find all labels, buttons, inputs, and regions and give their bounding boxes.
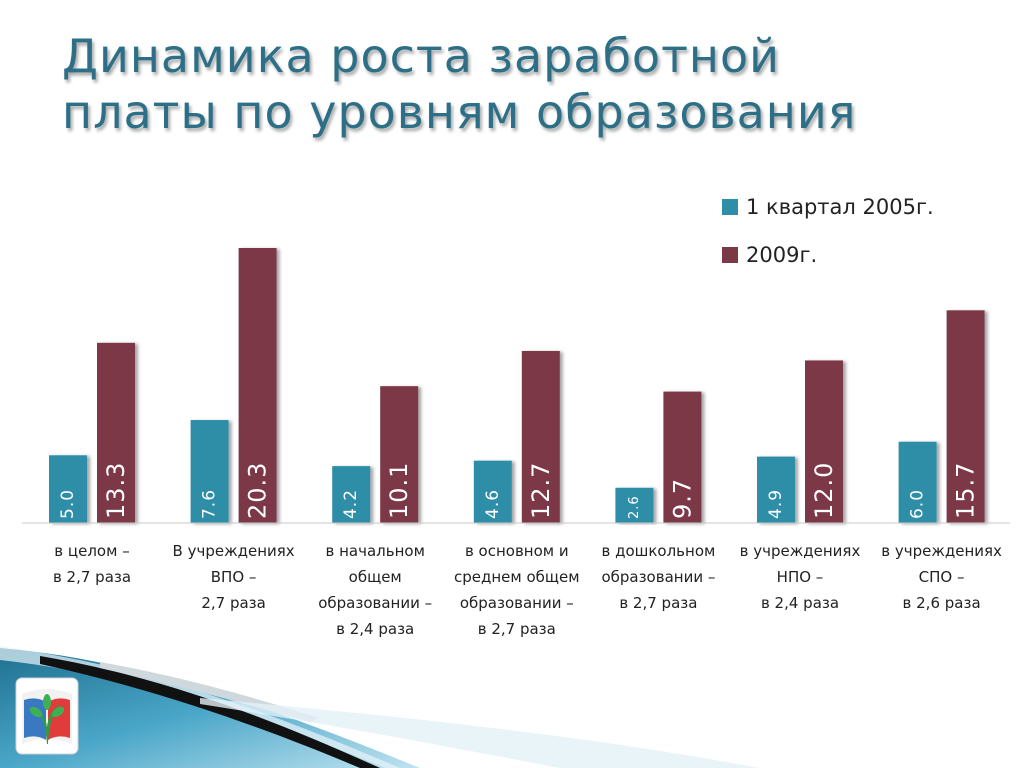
category-label-line: в целом – [54,542,129,560]
data-label-s1-c2: 7.6 [200,489,220,519]
data-label-s1-c4: 4.6 [483,489,503,519]
data-label-s2-c2: 20.3 [244,462,272,519]
data-label-s2-c5: 9.7 [668,478,696,519]
legend-item-series-1: 1 квартал 2005г. [722,183,934,231]
category-label-line: В учреждениях [173,542,295,560]
bar-s1-c6 [757,456,795,523]
category-label-line: в основном и [465,542,569,560]
legend-item-series-2: 2009г. [722,231,934,279]
category-label-4: в основном и среднем общем образовании – в … [454,542,580,638]
category-label-line: образовании – [601,568,715,586]
data-label-s2-c4: 12.7 [527,462,555,519]
category-label-line: в дошкольном [601,542,715,560]
category-label-line: общем [349,568,402,586]
data-label-s1-c3: 4.2 [341,489,361,519]
category-label-line: в 2,4 раза [761,594,839,612]
bar-chart: 5.0 13.3 7.6 20.3 4.2 10.1 4.6 12.7 2.6 9.7 4.9 12.… [22,248,1010,638]
title-line-2: платы по уровням образования [62,85,857,139]
data-label-s1-c5: 2.6 [627,495,642,519]
bar-s2-c7 [946,310,985,523]
category-label-line: в 2,6 раза [903,594,981,612]
category-label-line: в 2,4 раза [336,620,414,638]
bar-s1-c5 [615,487,654,523]
legend-swatch-series-1 [722,199,738,215]
title-line-1: Динамика роста заработной [62,29,780,83]
category-label-line: среднем общем [454,568,580,586]
category-label-2: В учреждениях ВПО – 2,7 раза [173,542,295,612]
category-label-1: в целом – в 2,7 раза [53,542,131,586]
category-label-line: в учреждениях [881,542,1002,560]
data-label-s2-c7: 15.7 [952,462,980,519]
bar-s2-c2 [238,248,277,523]
category-label-line: СПО – [919,568,965,586]
category-label-line: ВПО – [211,568,257,586]
legend-label-series-1: 1 квартал 2005г. [746,195,934,219]
union-logo [15,677,79,755]
category-label-3: в начальном общем образовании – в 2,4 раза [318,542,432,638]
bar-s2-c1 [97,342,135,523]
bar-s1-c7 [898,441,937,523]
category-label-line: в начальном [326,542,425,560]
bar-s1-c2 [190,420,229,523]
category-label-line: в учреждениях [740,542,861,560]
bar-group: 5.0 13.3 7.6 20.3 4.2 10.1 4.6 12.7 2.6 9.7 4.9 12.… [49,248,985,523]
bar-s1-c4 [473,460,512,523]
bar-s2-c3 [380,386,419,523]
data-label-s1-c6: 4.9 [766,489,786,519]
data-label-s1-c7: 6.0 [908,489,928,519]
bar-s1-c3 [332,466,371,523]
category-label-line: образовании – [318,594,432,612]
category-label-6: в учреждениях НПО – в 2,4 раза [740,542,861,612]
category-label-line: в 2,7 раза [619,594,697,612]
bar-s2-c4 [521,350,560,523]
category-label-5: в дошкольном образовании – в 2,7 раза [601,542,715,612]
category-label-line: в 2,7 раза [478,620,556,638]
chart-legend: 1 квартал 2005г. 2009г. [722,183,934,279]
data-label-s2-c3: 10.1 [385,462,413,519]
bar-s2-c5 [663,391,702,523]
legend-label-series-2: 2009г. [746,243,818,267]
bar-s2-c6 [805,360,843,523]
category-label-line: 2,7 раза [201,594,266,612]
category-label-line: образовании – [460,594,574,612]
data-label-s2-c1: 13.3 [102,462,130,519]
page-title: Динамика роста заработной платы по уровн… [62,28,962,140]
category-label-7: в учреждениях СПО – в 2,6 раза [881,542,1002,612]
bar-s1-c1 [49,455,87,523]
data-label-s1-c1: 5.0 [58,489,78,519]
legend-swatch-series-2 [722,247,738,263]
category-label-line: НПО – [777,568,824,586]
data-label-s2-c6: 12.0 [810,462,838,519]
category-label-line: в 2,7 раза [53,568,131,586]
decorative-swoosh [0,646,760,768]
category-labels: в целом – в 2,7 раза В учреждениях ВПО – 2,7… [53,542,1002,638]
